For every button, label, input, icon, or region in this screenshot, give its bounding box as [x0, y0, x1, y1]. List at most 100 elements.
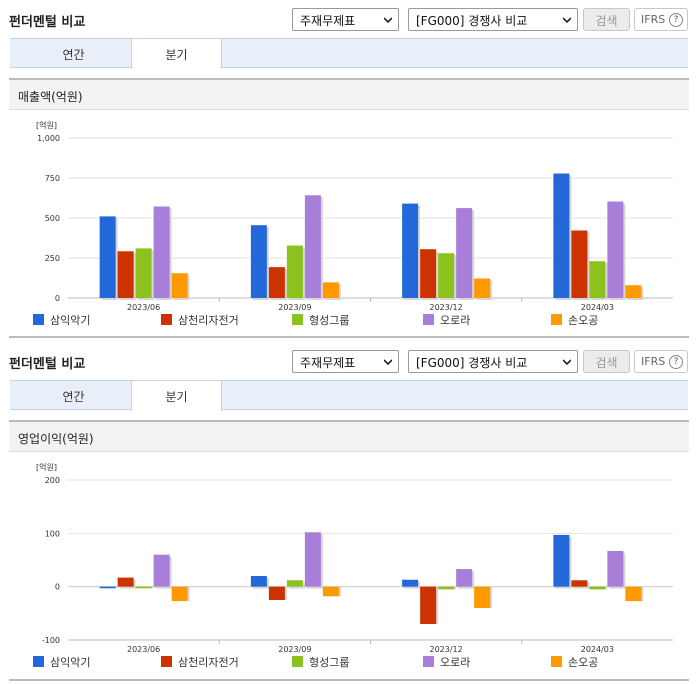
bar	[474, 278, 491, 298]
y-tick-label: 100	[45, 529, 60, 538]
bar	[571, 230, 588, 298]
legend-swatch	[423, 314, 434, 325]
unit-label: [억원]	[36, 120, 57, 130]
legend-label: 형성그룹	[309, 656, 349, 669]
legend-label: 삼천리자전거	[178, 655, 239, 669]
bar	[438, 586, 455, 590]
period-tabs: 연간 분기	[10, 38, 688, 69]
chart-panel-header: 영업이익(억원)	[9, 422, 689, 452]
operating-profit-chart: [억원] -100 0 100 200 2023/06 2023/09 2023/12 2024…	[33, 462, 673, 669]
x-tick-label: 2024/03	[581, 303, 614, 312]
bar	[286, 245, 303, 298]
section-header: 펀더멘털 비교 주재무제표 [FG000] 경쟁사 비교 검색 IFRS ?	[0, 342, 696, 376]
help-icon: ?	[669, 355, 683, 369]
bar	[625, 285, 642, 298]
statement-select-value: 주재무제표	[300, 14, 356, 28]
compare-select-value: [FG000] 경쟁사 비교	[416, 356, 528, 370]
bar	[402, 579, 419, 587]
bar	[135, 586, 152, 589]
fundamental-section-1: 펀더멘털 비교 주재무제표 [FG000] 경쟁사 비교 검색 IFRS ? 연…	[0, 0, 696, 340]
legend-swatch	[551, 314, 562, 325]
statement-select[interactable]: 주재무제표	[292, 350, 399, 373]
bar	[553, 534, 570, 587]
bar	[304, 195, 321, 298]
help-icon: ?	[669, 13, 683, 27]
x-tick-label: 2023/09	[278, 303, 311, 312]
chevron-down-icon	[563, 359, 571, 366]
legend-label: 오로라	[440, 656, 470, 669]
bar	[589, 261, 606, 298]
ifrs-button[interactable]: IFRS ?	[634, 350, 688, 373]
tab-quarterly[interactable]: 분기	[131, 381, 222, 411]
legend-label: 손오공	[568, 656, 598, 669]
search-button[interactable]: 검색	[583, 8, 630, 31]
chart-panel: 영업이익(억원) [억원] -100 0 100 200 2023/06 2023/09 20…	[9, 420, 689, 681]
bar	[99, 216, 116, 298]
bar	[135, 248, 152, 298]
bar	[250, 576, 267, 587]
chevron-down-icon	[384, 17, 392, 24]
y-tick-label: 750	[45, 174, 60, 183]
bar	[474, 586, 491, 608]
legend-swatch	[292, 314, 303, 325]
legend-swatch	[292, 656, 303, 667]
bar	[571, 580, 588, 587]
x-tick-label: 2024/03	[581, 645, 614, 654]
section-title: 펀더멘털 비교	[9, 357, 86, 372]
bar	[625, 586, 642, 602]
bar	[117, 251, 134, 298]
chevron-down-icon	[384, 359, 392, 366]
x-tick-label: 2023/06	[127, 645, 160, 654]
legend-label: 오로라	[440, 314, 470, 327]
bar	[589, 586, 606, 590]
x-tick-label: 2023/09	[278, 645, 311, 654]
y-tick-label: 1,000	[37, 134, 60, 143]
y-tick-label: -100	[42, 636, 60, 645]
bar	[553, 173, 570, 298]
legend-swatch	[33, 314, 44, 325]
bar	[322, 586, 339, 597]
chart-title: 매출액(억원)	[18, 90, 83, 104]
tab-annual[interactable]: 연간	[62, 390, 85, 404]
bar	[420, 249, 437, 298]
chart-panel: 매출액(억원) [억원] 0 250 500 750 1,000 2023/06 2023/0…	[9, 78, 689, 338]
bar	[420, 586, 437, 624]
bar	[286, 580, 303, 587]
legend-swatch	[161, 314, 172, 325]
y-tick-label: 0	[55, 583, 60, 592]
bar	[456, 569, 473, 587]
bar	[322, 282, 339, 298]
bar	[268, 586, 285, 600]
bar	[153, 206, 170, 298]
bar	[250, 225, 267, 298]
compare-select[interactable]: [FG000] 경쟁사 비교	[408, 8, 578, 31]
x-tick-label: 2023/06	[127, 303, 160, 312]
tab-quarterly[interactable]: 분기	[131, 39, 222, 69]
y-tick-label: 200	[45, 476, 60, 485]
chevron-down-icon	[563, 17, 571, 24]
legend-label: 삼익악기	[50, 314, 90, 327]
legend-swatch	[33, 656, 44, 667]
bar	[438, 253, 455, 298]
bar	[117, 577, 134, 587]
tab-annual[interactable]: 연간	[62, 48, 85, 62]
bar	[153, 554, 170, 587]
search-button[interactable]: 검색	[583, 350, 630, 373]
legend-label: 형성그룹	[309, 314, 349, 327]
section-header: 펀더멘털 비교 주재무제표 [FG000] 경쟁사 비교 검색 IFRS ?	[0, 0, 696, 34]
legend-swatch	[551, 656, 562, 667]
y-tick-label: 250	[45, 254, 60, 263]
bar	[402, 203, 419, 298]
fundamental-section-2: 펀더멘털 비교 주재무제표 [FG000] 경쟁사 비교 검색 IFRS ? 연…	[0, 342, 696, 684]
bar	[607, 201, 624, 298]
ifrs-label: IFRS	[641, 355, 666, 368]
legend-label: 손오공	[568, 314, 598, 327]
compare-select[interactable]: [FG000] 경쟁사 비교	[408, 350, 578, 373]
ifrs-button[interactable]: IFRS ?	[634, 8, 688, 31]
statement-select[interactable]: 주재무제표	[292, 8, 399, 31]
bar	[171, 273, 188, 298]
legend-swatch	[423, 656, 434, 667]
legend-swatch	[161, 656, 172, 667]
bar	[268, 267, 285, 298]
bar	[171, 586, 188, 602]
